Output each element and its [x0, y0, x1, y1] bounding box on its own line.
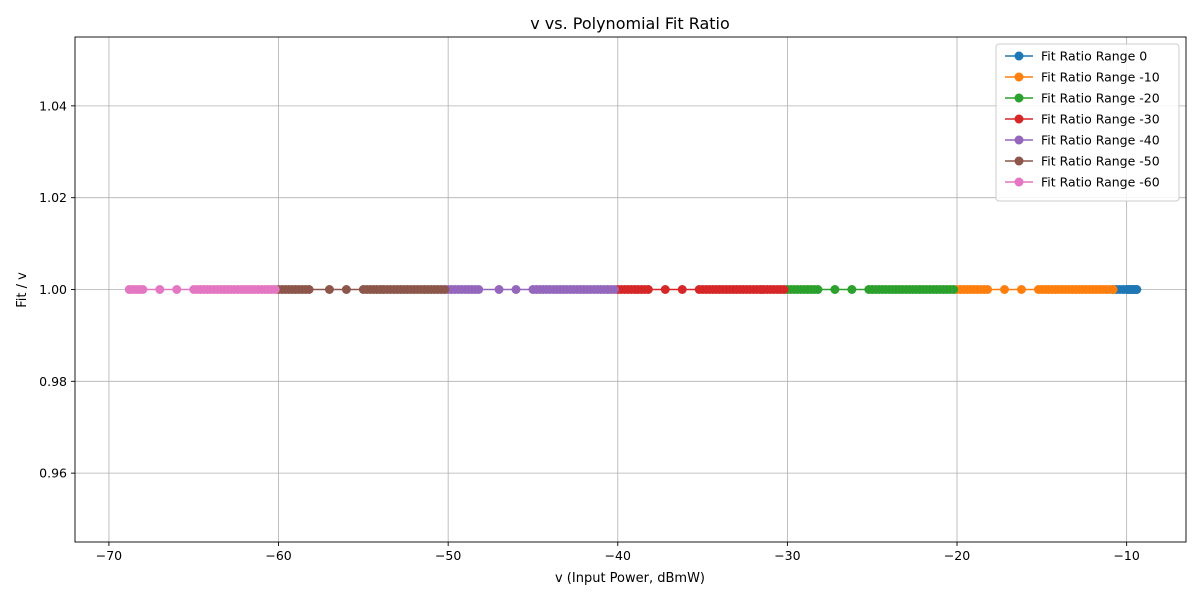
data-point: [983, 285, 993, 294]
legend-item: Fit Ratio Range -60: [1005, 175, 1160, 190]
x-tick-label: −10: [1113, 548, 1139, 563]
legend-marker: [1014, 51, 1024, 61]
x-tick-label: −70: [96, 548, 122, 563]
series-5: [274, 285, 450, 294]
legend-label: Fit Ratio Range -60: [1041, 175, 1160, 190]
data-point: [609, 285, 619, 294]
x-tick-label: −60: [265, 548, 291, 563]
x-tick-label: −20: [944, 548, 970, 563]
data-point: [1132, 285, 1142, 294]
data-point: [138, 285, 148, 294]
legend-marker: [1014, 93, 1024, 103]
data-point: [830, 285, 840, 294]
series-group: [124, 285, 1142, 294]
plot-area-frame: [74, 36, 1187, 543]
legend-marker: [1014, 156, 1024, 166]
x-tick-label: −50: [435, 548, 461, 563]
data-point: [155, 285, 165, 294]
legend-label: Fit Ratio Range -20: [1041, 91, 1160, 106]
data-point: [304, 285, 314, 294]
legend-label: Fit Ratio Range -50: [1041, 154, 1160, 169]
data-point: [643, 285, 653, 294]
data-point: [779, 285, 789, 294]
legend-marker: [1014, 114, 1024, 124]
legend-item: Fit Ratio Range -40: [1005, 133, 1160, 148]
chart-title: v vs. Polynomial Fit Ratio: [530, 14, 730, 33]
data-point: [341, 285, 351, 294]
y-tick-label: 0.96: [39, 466, 67, 481]
data-point: [511, 285, 521, 294]
legend: Fit Ratio Range 0 Fit Ratio Range -10 Fit …: [995, 43, 1180, 202]
data-point: [1016, 285, 1026, 294]
series-2: [782, 285, 959, 294]
legend-item: Fit Ratio Range 0: [1005, 49, 1147, 64]
data-point: [474, 285, 484, 294]
x-tick-label: −30: [774, 548, 800, 563]
series-6: [124, 285, 280, 294]
data-point: [270, 285, 280, 294]
series-4: [443, 285, 619, 294]
legend-item: Fit Ratio Range -30: [1005, 112, 1160, 127]
legend-marker: [1014, 177, 1024, 187]
data-point: [847, 285, 857, 294]
data-point: [440, 285, 450, 294]
data-point: [324, 285, 334, 294]
legend-item: Fit Ratio Range -50: [1005, 154, 1160, 169]
data-point: [1108, 285, 1118, 294]
y-tick-label: 0.98: [39, 374, 67, 389]
legend-item: Fit Ratio Range -10: [1005, 70, 1160, 85]
x-tick-label: −40: [605, 548, 631, 563]
y-tick-label: 1.02: [39, 190, 67, 205]
legend-label: Fit Ratio Range -30: [1041, 112, 1160, 127]
y-tick-label: 1.04: [39, 98, 67, 113]
data-point: [172, 285, 182, 294]
legend-item: Fit Ratio Range -20: [1005, 91, 1160, 106]
legend-label: Fit Ratio Range -40: [1041, 133, 1160, 148]
series-1: [952, 285, 1118, 294]
data-point: [494, 285, 504, 294]
legend-label: Fit Ratio Range 0: [1041, 49, 1147, 64]
legend-marker: [1014, 72, 1024, 82]
legend-marker: [1014, 135, 1024, 145]
x-axis-label: v (Input Power, dBmW): [555, 571, 705, 586]
data-point: [949, 285, 959, 294]
data-point: [813, 285, 823, 294]
axis-ticks: −70 −60 −50 −40 −30 −20 −10 0.96 0.98 1.00 1.02 1.0…: [39, 98, 1140, 563]
data-point: [1000, 285, 1010, 294]
y-tick-label: 1.00: [39, 282, 67, 297]
data-point: [677, 285, 687, 294]
y-axis-label: Fit / v: [15, 272, 30, 308]
legend-box: [995, 43, 1180, 202]
legend-label: Fit Ratio Range -10: [1041, 70, 1160, 85]
data-point: [660, 285, 670, 294]
series-3: [613, 285, 789, 294]
